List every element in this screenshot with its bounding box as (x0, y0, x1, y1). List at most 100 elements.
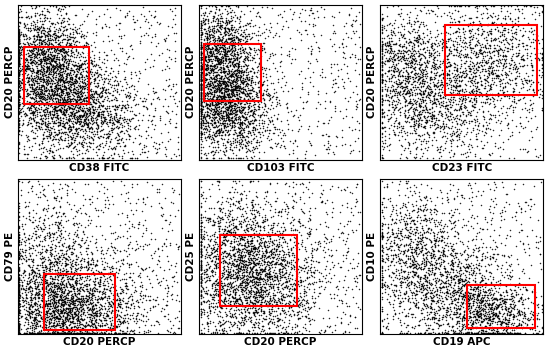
Point (227, 112, 236, 117)
Point (525, 97, 534, 103)
Point (22, 25, 31, 31)
Point (467, 22, 476, 27)
Point (378, 30, 386, 35)
Point (124, 251, 133, 256)
Point (77, 321, 85, 327)
Point (505, 65, 513, 71)
Point (229, 252, 237, 258)
Point (88, 330, 97, 335)
Point (84, 106, 93, 112)
Point (378, 93, 386, 99)
Point (215, 48, 224, 54)
Point (139, 196, 147, 202)
Point (38, 330, 47, 335)
Point (136, 95, 145, 101)
Point (472, 245, 481, 251)
Point (73, 227, 82, 233)
Point (209, 120, 218, 125)
Point (212, 239, 221, 245)
Point (54, 41, 62, 47)
Point (430, 315, 438, 320)
Point (231, 85, 240, 90)
Point (78, 114, 87, 120)
Point (57, 295, 66, 301)
Point (119, 318, 128, 324)
Point (31, 119, 40, 125)
Point (27, 297, 36, 303)
Point (22, 51, 31, 57)
Point (224, 269, 232, 275)
Point (206, 65, 214, 70)
Point (249, 47, 258, 52)
Point (430, 34, 439, 40)
Point (104, 24, 113, 30)
Point (24, 190, 32, 195)
Point (72, 102, 81, 108)
Point (206, 93, 214, 99)
Point (30, 89, 38, 95)
Point (466, 314, 475, 320)
Point (43, 47, 52, 52)
Point (536, 294, 545, 299)
Point (88, 233, 96, 239)
Point (213, 45, 221, 51)
Point (490, 97, 499, 102)
Point (121, 105, 129, 110)
Point (474, 244, 483, 249)
Point (21, 57, 30, 63)
Point (93, 312, 101, 318)
Point (25, 304, 33, 310)
Point (475, 20, 484, 25)
Point (33, 47, 42, 52)
Point (147, 121, 156, 126)
Point (289, 281, 298, 286)
Point (419, 202, 428, 208)
Point (256, 15, 265, 20)
Point (119, 32, 128, 38)
Point (196, 98, 205, 103)
Point (30, 105, 39, 111)
Point (147, 203, 156, 209)
Point (288, 193, 296, 198)
Point (89, 269, 98, 275)
Point (237, 43, 246, 48)
Point (512, 323, 521, 329)
Point (231, 12, 240, 18)
Point (403, 220, 412, 226)
Point (327, 114, 335, 120)
Point (90, 72, 99, 77)
Point (198, 87, 207, 92)
Point (135, 296, 144, 302)
Point (22, 72, 31, 78)
Point (19, 270, 27, 276)
Point (57, 89, 66, 95)
Point (231, 152, 240, 157)
Point (305, 315, 313, 321)
Point (425, 225, 433, 231)
Point (61, 317, 70, 323)
Point (458, 26, 467, 32)
Point (511, 29, 520, 35)
Point (247, 140, 255, 146)
Point (87, 113, 96, 119)
Point (248, 120, 257, 126)
Point (105, 78, 113, 84)
Point (246, 216, 254, 221)
Point (196, 5, 205, 11)
Point (243, 233, 252, 239)
Point (284, 53, 293, 59)
Point (464, 264, 472, 269)
Point (239, 269, 248, 275)
Point (128, 223, 136, 228)
Point (208, 114, 216, 120)
Point (65, 246, 73, 252)
Point (78, 33, 87, 39)
Point (218, 45, 227, 50)
Point (110, 273, 119, 279)
Point (214, 55, 222, 61)
Point (53, 298, 62, 303)
Point (216, 117, 225, 122)
Point (378, 109, 386, 115)
Point (253, 319, 262, 325)
Point (64, 89, 72, 94)
